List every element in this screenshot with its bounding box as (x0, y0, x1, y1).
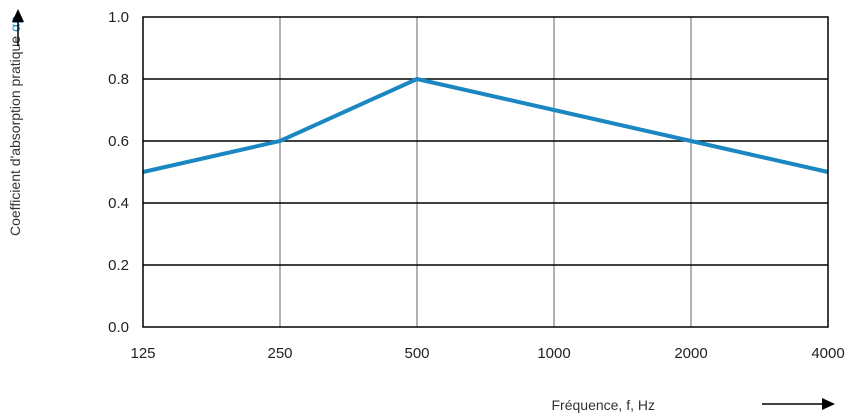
x-tick-labels: 125 250 500 1000 2000 4000 (130, 345, 844, 362)
y-tick-label: 1.0 (108, 9, 129, 26)
plot-frame (142, 16, 829, 328)
grid (143, 17, 828, 327)
x-tick-label: 250 (267, 345, 292, 362)
y-axis-label: Coefficient d'absorption pratique (7, 36, 23, 236)
series-line (142, 76, 829, 174)
y-tick-label: 0.4 (108, 195, 129, 212)
x-tick-label: 2000 (674, 345, 707, 362)
x-axis-arrow-icon (822, 398, 835, 410)
y-tick-label: 0.0 (108, 319, 129, 336)
y-tick-label: 0.6 (108, 133, 129, 150)
x-tick-label: 1000 (537, 345, 570, 362)
x-tick-label: 4000 (811, 345, 844, 362)
y-tick-label: 0.2 (108, 257, 129, 274)
series-layer (142, 76, 829, 174)
x-tick-label: 500 (404, 345, 429, 362)
y-axis-arrow-icon (12, 9, 24, 22)
y-axis-title: Coefficient d'absorption pratiqueαp (7, 16, 23, 236)
y-tick-label: 0.8 (108, 71, 129, 88)
x-tick-label: 125 (130, 345, 155, 362)
y-tick-labels: 0.0 0.2 0.4 0.6 0.8 1.0 (108, 9, 129, 336)
x-axis-title: Fréquence, f, Hz (552, 397, 656, 413)
